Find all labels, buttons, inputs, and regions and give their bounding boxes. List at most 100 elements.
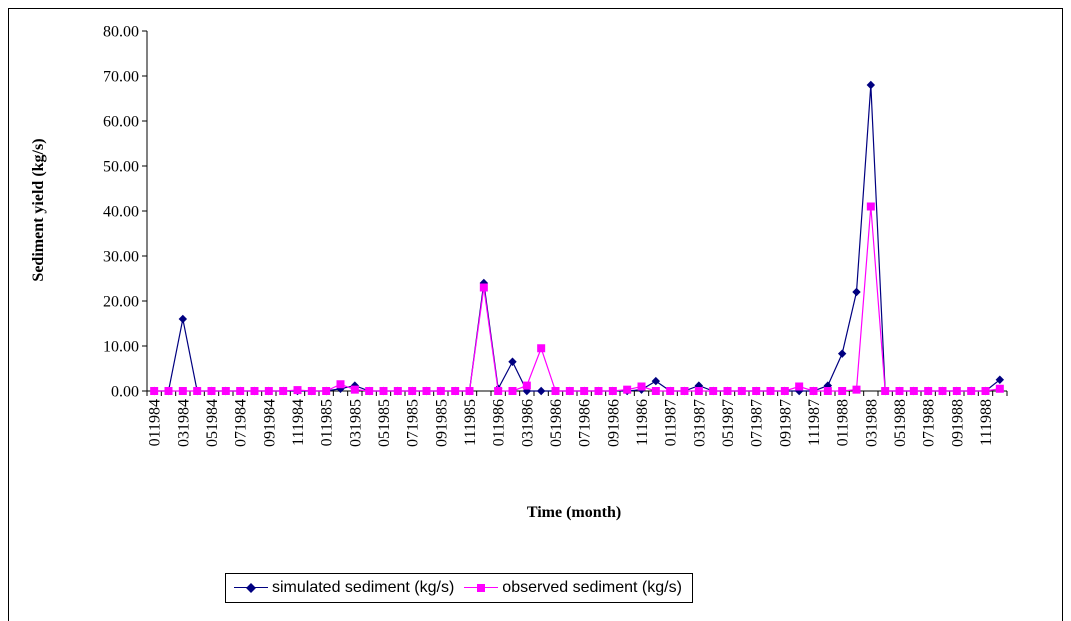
x-tick-label: 051987	[720, 399, 737, 447]
x-tick-label: 091987	[777, 399, 794, 447]
x-axis-title: Time (month)	[527, 504, 621, 521]
data-point	[995, 384, 1004, 393]
x-tick-label: 051988	[892, 399, 909, 447]
data-point	[709, 387, 718, 395]
data-point	[780, 387, 789, 395]
y-axis-ticks: 0.00 10.00 20.00 30.00 40.00 50.00 60.00 70.00 8…	[103, 24, 147, 401]
data-point	[766, 387, 775, 395]
x-tick-label: 031987	[691, 399, 708, 447]
data-point	[494, 387, 503, 395]
data-point	[866, 202, 875, 211]
legend-item-simulated: simulated sediment (kg/s)	[234, 579, 454, 597]
x-tick-label: 011984	[147, 399, 164, 446]
data-point	[250, 387, 259, 395]
data-point	[852, 287, 861, 297]
y-tick-label: 50.00	[103, 159, 139, 176]
y-axis-title: Sediment yield (kg/s)	[30, 138, 47, 281]
data-point	[838, 387, 847, 395]
data-point	[537, 344, 546, 353]
data-point	[723, 387, 732, 395]
data-point	[967, 387, 976, 395]
data-point	[408, 387, 417, 395]
legend: simulated sediment (kg/s) observed sedim…	[225, 573, 693, 603]
legend-symbol-observed	[464, 582, 499, 594]
data-point	[995, 375, 1005, 384]
x-tick-label: 071984	[233, 399, 250, 447]
x-tick-label: 031984	[175, 399, 192, 447]
x-tick-label: 011987	[663, 399, 680, 446]
legend-item-observed: observed sediment (kg/s)	[464, 579, 682, 597]
x-tick-label: 051985	[376, 399, 393, 447]
x-tick-label: 031986	[519, 399, 536, 447]
series-layer	[149, 80, 1005, 396]
data-point	[823, 387, 832, 395]
data-point	[508, 387, 517, 395]
data-point	[164, 387, 173, 395]
data-point	[580, 387, 589, 395]
data-point	[981, 387, 990, 395]
data-point	[479, 283, 488, 292]
y-tick-label: 40.00	[103, 204, 139, 221]
x-tick-label: 091988	[949, 399, 966, 447]
x-tick-label: 091984	[261, 399, 278, 447]
y-tick-label: 20.00	[103, 294, 139, 311]
x-tick-label: 011988	[835, 399, 852, 446]
data-point	[178, 387, 187, 395]
series-simulated	[149, 80, 1005, 396]
y-tick-label: 0.00	[111, 384, 139, 401]
data-point	[293, 386, 302, 395]
data-point	[666, 387, 675, 395]
x-tick-label: 111986	[634, 399, 651, 446]
data-point	[895, 387, 904, 395]
data-point	[952, 387, 961, 395]
data-point	[623, 385, 632, 394]
data-point	[207, 387, 216, 395]
data-point	[193, 387, 202, 395]
series-line	[154, 206, 1000, 392]
x-tick-label: 111985	[462, 399, 479, 446]
x-tick-label: 031988	[863, 399, 880, 447]
data-point	[651, 387, 660, 395]
data-point	[350, 385, 359, 394]
data-point	[436, 387, 445, 395]
data-point	[594, 387, 603, 395]
data-point	[522, 381, 531, 390]
data-point	[924, 387, 933, 395]
data-point	[737, 387, 746, 395]
data-point	[852, 385, 861, 394]
data-point	[236, 387, 245, 395]
data-point	[336, 380, 345, 389]
axes	[146, 31, 1007, 392]
y-tick-label: 80.00	[103, 24, 139, 41]
data-point	[264, 387, 273, 395]
data-point	[795, 382, 804, 391]
y-tick-label: 70.00	[103, 69, 139, 86]
x-tick-label: 111987	[806, 399, 823, 446]
data-point	[651, 376, 661, 386]
x-tick-label: 071986	[577, 399, 594, 447]
data-point	[680, 387, 689, 395]
data-point	[365, 387, 374, 395]
series-observed	[150, 202, 1004, 395]
data-point	[150, 387, 159, 395]
data-point	[809, 387, 818, 395]
data-point	[837, 349, 847, 358]
data-point	[451, 387, 460, 395]
y-tick-label: 30.00	[103, 249, 139, 266]
x-tick-label: 091985	[433, 399, 450, 447]
data-point	[307, 387, 316, 395]
chart-frame	[8, 8, 1063, 621]
data-point	[866, 80, 876, 90]
x-axis-ticks: 011984 031984 051984 071984 091984 111984 0119…	[146, 391, 1008, 447]
data-point	[694, 387, 703, 395]
data-point	[637, 382, 646, 391]
x-tick-label: 051986	[548, 399, 565, 447]
y-tick-label: 10.00	[103, 339, 139, 356]
data-point	[279, 387, 288, 395]
data-point	[465, 387, 474, 395]
data-point	[379, 387, 388, 395]
legend-label-observed: observed sediment (kg/s)	[502, 579, 682, 596]
data-point	[508, 357, 517, 366]
data-point	[881, 387, 890, 395]
